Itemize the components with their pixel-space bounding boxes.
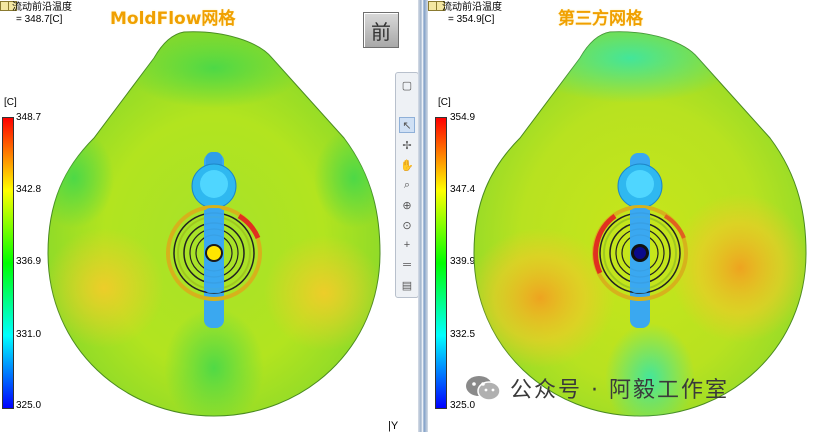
- scale-tick: 339.9: [450, 256, 476, 267]
- scale-tick: 342.8: [16, 184, 42, 195]
- viewport-splitter[interactable]: [418, 0, 428, 432]
- wechat-logo-icon: [466, 376, 501, 401]
- scale-tick: 354.9: [450, 112, 476, 123]
- right-result-viewport[interactable]: 流动前沿温度 = 354.9[C] 第三方网格 [C] 354.9 347.4 …: [428, 0, 817, 432]
- scale-tick: 325.0: [450, 400, 476, 411]
- left-result-viewport[interactable]: 流动前沿温度 = 348.7[C] MoldFlow网格 [C] 348.7 3…: [0, 0, 418, 432]
- print-icon[interactable]: ▤: [401, 279, 413, 292]
- axis-indicator: |Y: [388, 420, 399, 432]
- center-icon[interactable]: +: [403, 239, 411, 251]
- scale-unit: [C]: [438, 97, 451, 108]
- view-toolbar: ▢ ↖ ✢ ✋ ⌕ ⊕ ⊙ + ═ ▤: [395, 72, 418, 298]
- rotate-icon[interactable]: ✢: [402, 139, 412, 152]
- watermark: 公众号 · 阿毅工作室: [464, 372, 729, 404]
- scale-tick: 348.7: [16, 112, 42, 123]
- result-max-value: = 348.7[C]: [16, 14, 63, 25]
- zoom-window-icon[interactable]: ⊕: [402, 199, 412, 212]
- front-view-button[interactable]: 前: [363, 12, 399, 48]
- result-plot-icon: [436, 1, 445, 11]
- part-model: [473, 31, 807, 417]
- scale-tick: 347.4: [450, 184, 476, 195]
- scale-tick: 331.0: [16, 329, 42, 340]
- pointer-icon[interactable]: ↖: [399, 117, 415, 133]
- pan-icon[interactable]: ✋: [400, 159, 414, 172]
- measure-icon[interactable]: ═: [403, 259, 411, 271]
- scale-tick: 332.5: [450, 329, 476, 340]
- part-model: [47, 31, 381, 417]
- scale-tick: 336.9: [16, 256, 42, 267]
- scale-unit: [C]: [4, 97, 17, 108]
- scale-tick: 325.0: [16, 400, 42, 411]
- zoom-icon[interactable]: ⌕: [403, 178, 411, 191]
- result-name: 流动前沿温度: [442, 2, 502, 13]
- color-scale-bar: [435, 117, 447, 409]
- result-name: 流动前沿温度: [12, 2, 72, 13]
- view-cube-icon[interactable]: ▢: [401, 79, 413, 92]
- mesh-title: 第三方网格: [558, 9, 643, 29]
- zoom-fit-icon[interactable]: ⊙: [402, 219, 412, 232]
- watermark-text: 公众号 · 阿毅工作室: [510, 378, 729, 403]
- result-plot-icon: [8, 1, 17, 11]
- mesh-title: MoldFlow网格: [110, 9, 236, 29]
- result-max-value: = 354.9[C]: [448, 14, 495, 25]
- color-scale-bar: [2, 117, 14, 409]
